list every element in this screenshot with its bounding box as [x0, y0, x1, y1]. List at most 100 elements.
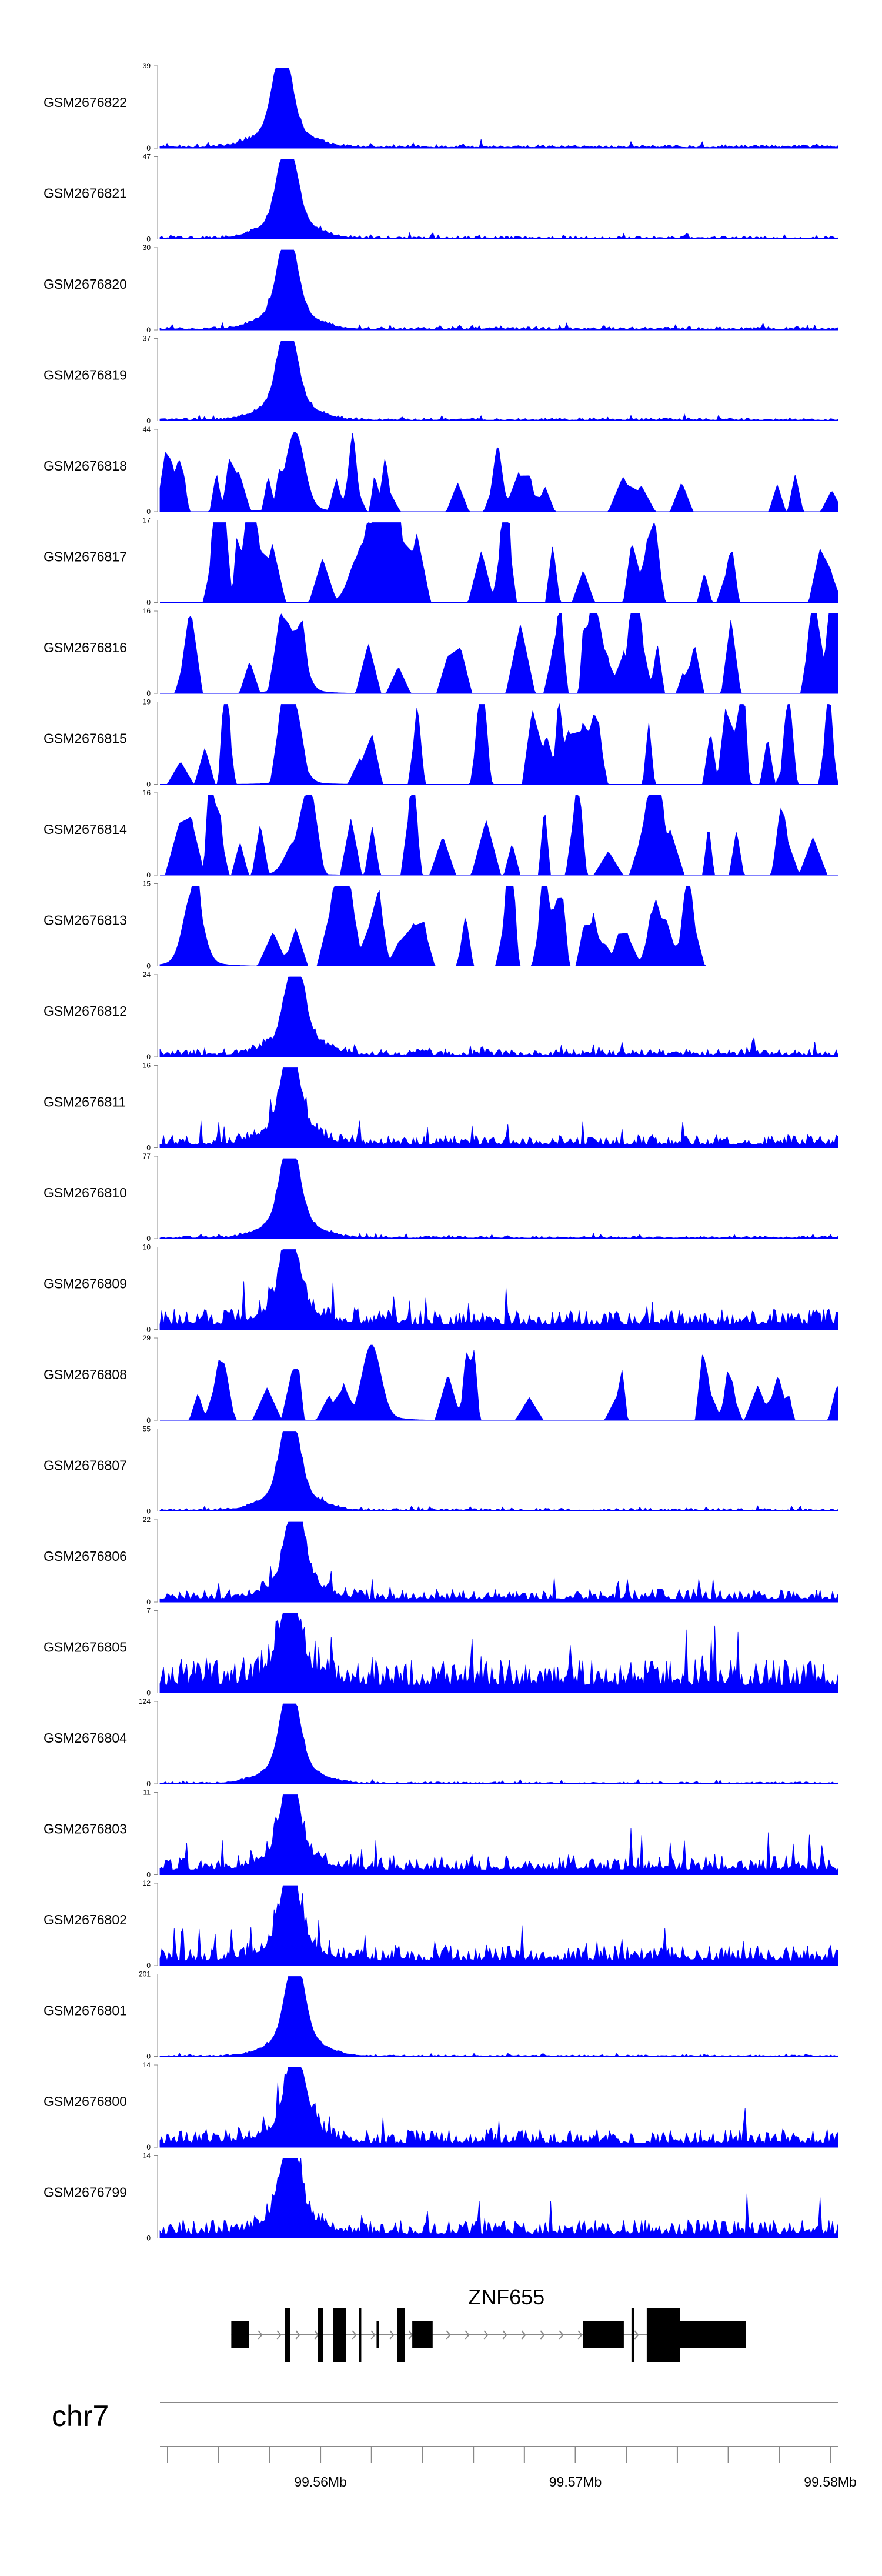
y-max-label: 14 — [143, 2152, 151, 2160]
coverage-area — [159, 1521, 838, 1603]
gene-exon — [359, 2308, 362, 2362]
strand-arrow — [502, 2330, 507, 2340]
y-max-label: 15 — [143, 880, 151, 888]
coverage-area — [160, 1344, 838, 1421]
y-max-label: 16 — [143, 789, 151, 797]
track-sample-label: GSM2676805 — [44, 1640, 127, 1655]
axis-tick-label: 99.57Mb — [549, 2474, 602, 2490]
y-max-label: 7 — [146, 1607, 151, 1615]
y-max-label: 77 — [143, 1152, 151, 1160]
y-max-label: 37 — [143, 335, 151, 343]
y-max-label: 10 — [143, 1243, 151, 1252]
coverage-track: GSM2676813 15 0 — [44, 880, 838, 970]
coverage-area — [159, 1613, 838, 1693]
strand-arrow — [370, 2330, 376, 2340]
y-min-label: 0 — [146, 1507, 151, 1516]
track-sample-label: GSM2676817 — [44, 549, 127, 565]
y-max-label: 14 — [143, 2061, 151, 2069]
track-sample-label: GSM2676811 — [44, 1095, 126, 1110]
coverage-track: GSM2676816 16 0 — [44, 607, 838, 698]
y-max-label: 22 — [143, 1516, 151, 1524]
coverage-area — [159, 159, 838, 239]
coverage-area — [160, 613, 838, 694]
gene-exon — [412, 2321, 433, 2348]
strand-arrow — [577, 2330, 583, 2340]
y-min-label: 0 — [146, 1961, 151, 1970]
track-sample-label: GSM2676822 — [44, 95, 127, 110]
gene-exon — [318, 2308, 323, 2362]
track-sample-label: GSM2676813 — [44, 913, 127, 928]
coverage-area — [159, 68, 838, 149]
track-sample-label: GSM2676802 — [44, 1912, 127, 1927]
coverage-track: GSM2676802 12 0 — [44, 1879, 838, 1970]
track-sample-label: GSM2676806 — [44, 1549, 127, 1564]
y-min-label: 0 — [146, 962, 151, 970]
y-max-label: 29 — [143, 1334, 151, 1342]
coverage-area — [159, 1067, 838, 1148]
y-min-label: 0 — [146, 417, 151, 425]
axis-tick-label: 99.56Mb — [294, 2474, 347, 2490]
coverage-track: GSM2676821 47 0 — [44, 153, 838, 243]
y-min-label: 0 — [146, 1416, 151, 1424]
y-max-label: 12 — [143, 1879, 151, 1887]
gene-exon — [646, 2308, 680, 2362]
coverage-tracks: GSM2676822390GSM2676821470GSM2676820300G… — [44, 62, 838, 2243]
y-min-label: 0 — [146, 1326, 151, 1334]
y-min-label: 0 — [146, 871, 151, 879]
strand-arrow — [352, 2330, 357, 2340]
track-sample-label: GSM2676819 — [44, 368, 127, 383]
genome-axis: chr7 99.56Mb 99.57Mb 99.58Mb — [52, 2400, 857, 2490]
coverage-track: GSM2676818 44 0 — [44, 425, 838, 516]
strand-arrow — [258, 2330, 263, 2340]
coverage-area — [160, 522, 838, 603]
chromosome-label: chr7 — [52, 2400, 109, 2432]
coverage-track: GSM2676801 201 0 — [44, 1970, 838, 2061]
track-sample-label: GSM2676799 — [44, 2185, 127, 2200]
track-sample-label: GSM2676810 — [44, 1185, 127, 1200]
coverage-area — [160, 703, 838, 785]
coverage-track: GSM2676803 11 0 — [44, 1788, 838, 1879]
track-sample-label: GSM2676804 — [44, 1730, 127, 1746]
strand-arrow — [521, 2330, 526, 2340]
coverage-area — [159, 1794, 838, 1875]
y-max-label: 201 — [139, 1970, 151, 1978]
track-sample-label: GSM2676808 — [44, 1367, 127, 1382]
y-max-label: 30 — [143, 243, 151, 252]
y-min-label: 0 — [146, 144, 151, 152]
coverage-track: GSM2676800 14 0 — [44, 2061, 838, 2151]
y-min-label: 0 — [146, 235, 151, 243]
coverage-track: GSM2676799 14 0 — [44, 2152, 838, 2243]
coverage-area — [159, 1885, 838, 1966]
coverage-track: GSM2676808 29 0 — [44, 1334, 838, 1424]
y-max-label: 19 — [143, 698, 151, 706]
coverage-area — [159, 432, 838, 512]
y-min-label: 0 — [146, 689, 151, 698]
coverage-area — [159, 341, 838, 421]
gene-annotation-track: ZNF655 — [231, 2285, 746, 2362]
coverage-track: GSM2676811 16 0 — [44, 1062, 838, 1152]
y-min-label: 0 — [146, 1780, 151, 1788]
strand-arrow — [634, 2330, 639, 2340]
y-max-label: 16 — [143, 607, 151, 615]
track-sample-label: GSM2676809 — [44, 1276, 127, 1292]
track-sample-label: GSM2676812 — [44, 1003, 127, 1019]
y-max-label: 55 — [143, 1425, 151, 1433]
y-max-label: 124 — [139, 1697, 151, 1706]
y-min-label: 0 — [146, 780, 151, 789]
coverage-area — [159, 2158, 838, 2238]
y-min-label: 0 — [146, 1144, 151, 1152]
strand-arrow — [446, 2330, 451, 2340]
coverage-track: GSM2676820 30 0 — [44, 243, 838, 334]
track-sample-label: GSM2676800 — [44, 2094, 127, 2109]
y-min-label: 0 — [146, 326, 151, 334]
y-min-label: 0 — [146, 2234, 151, 2243]
gene-name-label: ZNF655 — [468, 2285, 544, 2309]
y-max-label: 24 — [143, 970, 151, 979]
track-sample-label: GSM2676815 — [44, 731, 127, 746]
coverage-track: GSM2676817 17 0 — [44, 516, 838, 607]
y-max-label: 16 — [143, 1062, 151, 1070]
y-max-label: 39 — [143, 62, 151, 70]
y-min-label: 0 — [146, 1053, 151, 1061]
coverage-track: GSM2676822 39 0 — [44, 62, 838, 152]
